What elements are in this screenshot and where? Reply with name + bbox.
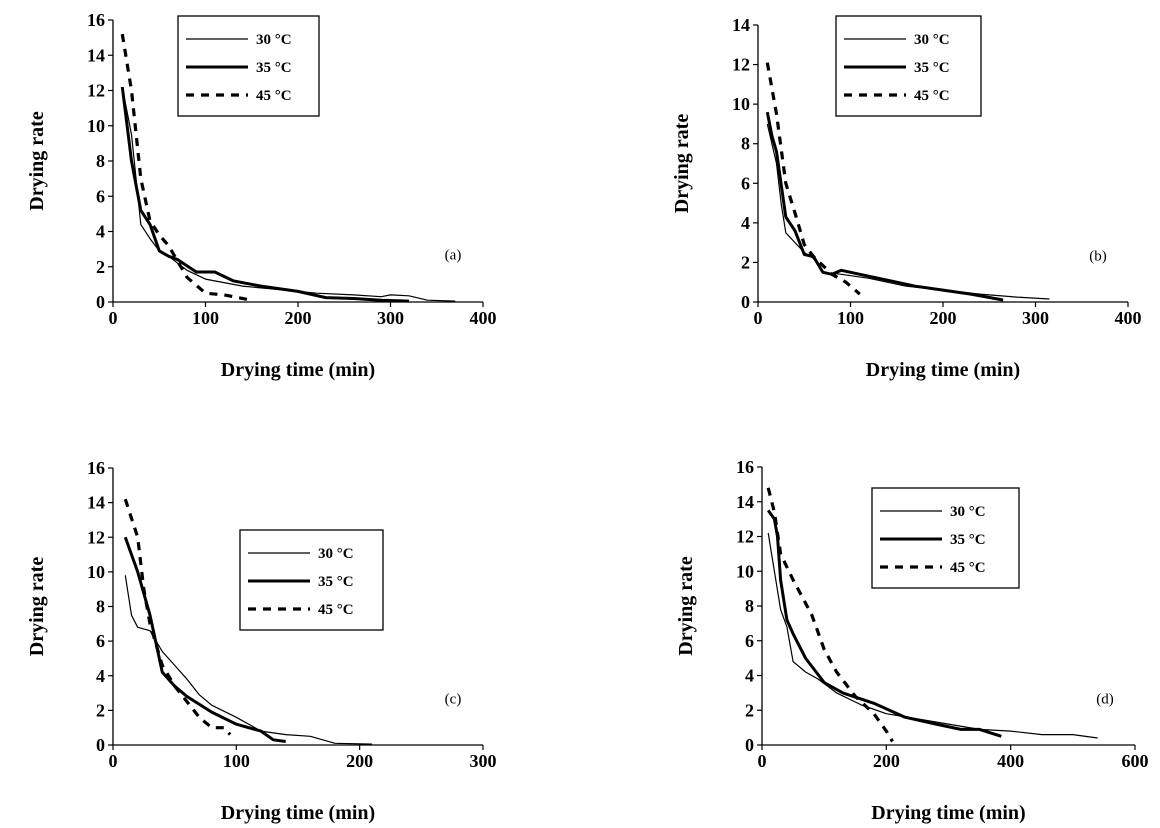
legend-label-2: 45 °C [914, 88, 950, 104]
chart-panel-0: 0 2 4 6 8 10 12 14 16 0 100 200 300 400 Drying time (m… [26, 10, 497, 381]
y-tick-label: 10 [87, 562, 105, 582]
y-tick-label: 4 [96, 666, 105, 686]
y-tick-label: 8 [745, 596, 754, 616]
series-line-1 [766, 509, 1002, 738]
x-tick-label: 0 [758, 751, 767, 771]
y-axis-title: Drying rate [26, 557, 48, 657]
legend-label-0: 30 °C [914, 32, 950, 48]
y-tick-label: 2 [96, 700, 105, 720]
y-tick-label: 8 [96, 597, 105, 617]
series-line-0 [767, 532, 1098, 739]
series-line-1 [120, 86, 410, 303]
series-line-0 [124, 575, 373, 745]
x-tick-label: 300 [377, 308, 404, 328]
legend-box [871, 487, 1020, 589]
y-tick-label: 10 [87, 116, 105, 136]
series-line-0 [766, 123, 1050, 300]
y-tick-label: 16 [736, 457, 754, 477]
x-tick-label: 400 [997, 751, 1024, 771]
y-tick-label: 14 [87, 493, 105, 513]
x-tick-label: 200 [930, 308, 957, 328]
x-tick-label: 300 [1022, 308, 1049, 328]
panel-label: (c) [445, 691, 462, 707]
chart-panel-2: 0 2 4 6 8 10 12 14 16 0 100 200 300 Drying time (min)… [26, 458, 497, 824]
x-tick-label: 400 [1115, 308, 1142, 328]
panel-label: (a) [445, 248, 462, 264]
y-tick-label: 0 [96, 292, 105, 312]
legend: 30 °C 35 °C 45 °C [177, 15, 320, 117]
x-tick-label: 100 [223, 751, 250, 771]
x-tick-label: 200 [873, 751, 900, 771]
legend-label-1: 35 °C [256, 60, 292, 76]
y-axis-title: Drying rate [671, 114, 693, 214]
y-tick-label: 16 [87, 10, 105, 30]
x-tick-label: 400 [470, 308, 497, 328]
y-tick-label: 14 [87, 45, 105, 65]
series-line-2 [766, 487, 894, 743]
y-tick-label: 8 [741, 134, 750, 154]
x-tick-label: 600 [1122, 751, 1149, 771]
legend-label-0: 30 °C [950, 504, 986, 520]
x-tick-label: 100 [837, 308, 864, 328]
y-tick-label: 4 [741, 213, 750, 233]
y-tick-label: 6 [96, 631, 105, 651]
legend-label-2: 45 °C [318, 602, 354, 618]
panel-label: (b) [1089, 248, 1107, 264]
chart-panel-1: 0 2 4 6 8 10 12 14 0 100 200 300 400 Drying time (min… [671, 15, 1142, 381]
x-tick-label: 200 [285, 308, 312, 328]
y-tick-label: 6 [741, 173, 750, 193]
series-line-1 [765, 111, 1004, 302]
y-axis-title: Drying rate [675, 556, 697, 656]
y-tick-label: 2 [96, 257, 105, 277]
legend-label-2: 45 °C [950, 560, 986, 576]
y-axis-title: Drying rate [26, 111, 48, 211]
x-axis-title: Drying time (min) [866, 359, 1020, 381]
y-tick-label: 14 [736, 492, 754, 512]
legend-label-1: 35 °C [950, 532, 986, 548]
y-tick-label: 10 [736, 561, 754, 581]
y-tick-label: 2 [741, 252, 750, 272]
legend: 30 °C 35 °C 45 °C [835, 15, 982, 117]
y-tick-label: 14 [732, 15, 750, 35]
y-tick-label: 0 [741, 292, 750, 312]
y-tick-label: 10 [732, 94, 750, 114]
y-tick-label: 2 [745, 700, 754, 720]
series-line-2 [120, 33, 253, 302]
y-tick-label: 12 [732, 55, 750, 75]
legend-label-0: 30 °C [256, 32, 292, 48]
legend-label-1: 35 °C [914, 60, 950, 76]
legend: 30 °C 35 °C 45 °C [871, 487, 1020, 589]
y-tick-label: 4 [745, 666, 754, 686]
y-tick-label: 0 [745, 735, 754, 755]
legend-label-1: 35 °C [318, 574, 354, 590]
x-axis-title: Drying time (min) [221, 359, 375, 381]
y-tick-label: 12 [736, 527, 754, 547]
legend: 30 °C 35 °C 45 °C [239, 529, 384, 631]
y-tick-label: 16 [87, 458, 105, 478]
x-tick-label: 0 [109, 308, 118, 328]
y-tick-label: 0 [96, 735, 105, 755]
chart-panel-3: 0 2 4 6 8 10 12 14 16 0 200 400 600 Drying time (min)… [675, 457, 1149, 824]
y-tick-label: 12 [87, 527, 105, 547]
y-tick-label: 6 [96, 186, 105, 206]
x-axis-title: Drying time (min) [871, 802, 1025, 824]
y-tick-label: 4 [96, 222, 105, 242]
y-tick-label: 12 [87, 81, 105, 101]
x-tick-label: 0 [109, 751, 118, 771]
x-tick-label: 300 [470, 751, 497, 771]
y-tick-label: 8 [96, 151, 105, 171]
series-line-0 [121, 86, 456, 302]
legend-label-2: 45 °C [256, 88, 292, 104]
x-tick-label: 0 [754, 308, 763, 328]
x-axis-title: Drying time (min) [221, 802, 375, 824]
series-line-2 [123, 498, 232, 736]
legend-label-0: 30 °C [318, 546, 354, 562]
x-tick-label: 100 [192, 308, 219, 328]
series-line-1 [123, 536, 286, 743]
panel-label: (d) [1096, 691, 1114, 707]
series-line-2 [765, 62, 861, 296]
y-tick-label: 6 [745, 631, 754, 651]
x-tick-label: 200 [346, 751, 373, 771]
